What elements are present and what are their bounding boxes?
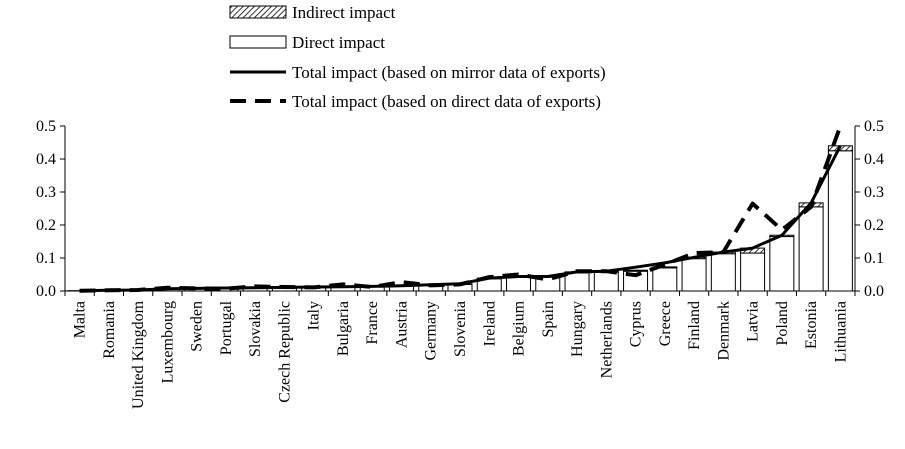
category-label: Greece [657, 301, 674, 346]
legend-label: Total impact (based on direct data of ex… [292, 92, 601, 111]
y-tick-label-left: 0.0 [36, 283, 56, 300]
legend-label: Indirect impact [292, 3, 396, 22]
legend: Indirect impact Direct impact Total impact… [229, 3, 606, 111]
bars-group [67, 145, 853, 292]
direct-impact-bar [769, 236, 795, 292]
y-tick-label-left: 0.1 [36, 250, 56, 267]
category-label: Austria [394, 301, 411, 348]
y-tick-label-right: 0.0 [864, 283, 884, 300]
direct-impact-bar [681, 258, 707, 292]
legend-label: Direct impact [292, 33, 385, 52]
legend-label: Total impact (based on mirror data of ex… [292, 63, 606, 82]
category-label: United Kingdom [130, 300, 147, 409]
y-tick-label-left: 0.5 [36, 118, 56, 135]
category-label: Spain [540, 301, 557, 337]
direct-impact-bar [740, 252, 766, 292]
y-tick-label-right: 0.5 [864, 118, 884, 135]
direct-impact-bar [710, 253, 736, 292]
indirect-impact-bar [623, 269, 649, 272]
y-tick-label-left: 0.3 [36, 184, 56, 201]
category-label: Italy [306, 301, 323, 330]
direct-impact-bar [798, 206, 824, 292]
category-label: Luxembourg [159, 301, 176, 383]
category-label: Malta [72, 301, 89, 338]
category-label: Denmark [715, 301, 732, 361]
category-label: France [364, 301, 381, 345]
category-label: Estonia [803, 301, 820, 349]
direct-impact-bar [827, 150, 853, 292]
category-label: Ireland [481, 301, 498, 346]
category-label: Portugal [218, 300, 235, 355]
category-label: Latvia [745, 301, 762, 342]
category-label: Hungary [569, 301, 586, 357]
total-impact-mirror-data-line [79, 145, 842, 293]
category-label: Germany [423, 301, 440, 361]
category-label: Finland [686, 301, 703, 350]
y-tick-label-left: 0.2 [36, 217, 56, 234]
category-label: Bulgaria [335, 301, 352, 356]
category-label: Netherlands [598, 301, 615, 378]
y-tick-label-right: 0.4 [864, 151, 884, 168]
direct-impact-bar [593, 271, 619, 292]
direct-impact-bar [506, 276, 532, 292]
y-tick-label-right: 0.2 [864, 217, 884, 234]
legend-swatch-direct [229, 35, 287, 49]
category-label: Sweden [189, 301, 206, 352]
direct-impact-bar [652, 267, 678, 292]
category-label: Lithuania [832, 301, 849, 362]
legend-swatch-indirect [229, 5, 287, 19]
category-label: Slovakia [247, 301, 264, 357]
category-label: Belgium [511, 300, 528, 356]
y-tick-label-right: 0.1 [864, 250, 884, 267]
plot-area: 0.0 0.0 0.1 0.1 0.2 0.2 0.3 0.3 0.4 0.4 0.5 0.5 Malt… [36, 118, 884, 409]
category-label: Slovenia [452, 301, 469, 357]
category-label: Cyprus [628, 301, 645, 347]
y-tick-label-left: 0.4 [36, 151, 56, 168]
category-label: Czech Republic [276, 301, 293, 403]
category-label: Poland [774, 301, 791, 345]
direct-impact-bar [564, 272, 590, 292]
category-label: Romania [101, 301, 118, 359]
y-tick-label-right: 0.3 [864, 184, 884, 201]
